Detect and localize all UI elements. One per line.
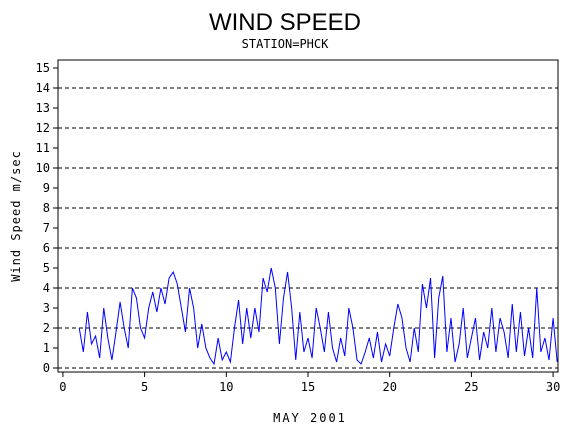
y-tick-label: 15 bbox=[36, 61, 50, 75]
y-tick-label: 8 bbox=[43, 201, 50, 215]
y-axis-label: Wind Speed m/sec bbox=[9, 150, 23, 282]
x-tick-label: 20 bbox=[382, 380, 396, 394]
data-line bbox=[78, 267, 558, 366]
chart-subtitle: STATION=PHCK bbox=[242, 37, 329, 51]
x-axis-label: MAY 2001 bbox=[273, 411, 347, 425]
y-tick-label: 13 bbox=[36, 101, 50, 115]
y-tick-label: 0 bbox=[43, 361, 50, 375]
y-tick-label: 4 bbox=[43, 281, 50, 295]
x-tick-label: 0 bbox=[59, 380, 66, 394]
y-tick-label: 5 bbox=[43, 261, 50, 275]
y-tick-label: 10 bbox=[36, 161, 50, 175]
x-tick-label: 30 bbox=[546, 380, 560, 394]
y-tick-label: 9 bbox=[43, 181, 50, 195]
y-tick-label: 12 bbox=[36, 121, 50, 135]
y-tick-label: 2 bbox=[43, 321, 50, 335]
chart-title: WIND SPEED bbox=[209, 9, 361, 36]
x-tick-label: 5 bbox=[141, 380, 148, 394]
y-tick-label: 14 bbox=[36, 81, 50, 95]
x-tick-label: 15 bbox=[301, 380, 315, 394]
plot-frame bbox=[57, 59, 559, 373]
x-tick-label: 25 bbox=[464, 380, 478, 394]
y-tick-label: 11 bbox=[36, 141, 50, 155]
y-tick-label: 6 bbox=[43, 241, 50, 255]
y-tick-label: 1 bbox=[43, 341, 50, 355]
y-tick-label: 3 bbox=[43, 301, 50, 315]
x-tick-label: 10 bbox=[219, 380, 233, 394]
y-tick-label: 7 bbox=[43, 221, 50, 235]
